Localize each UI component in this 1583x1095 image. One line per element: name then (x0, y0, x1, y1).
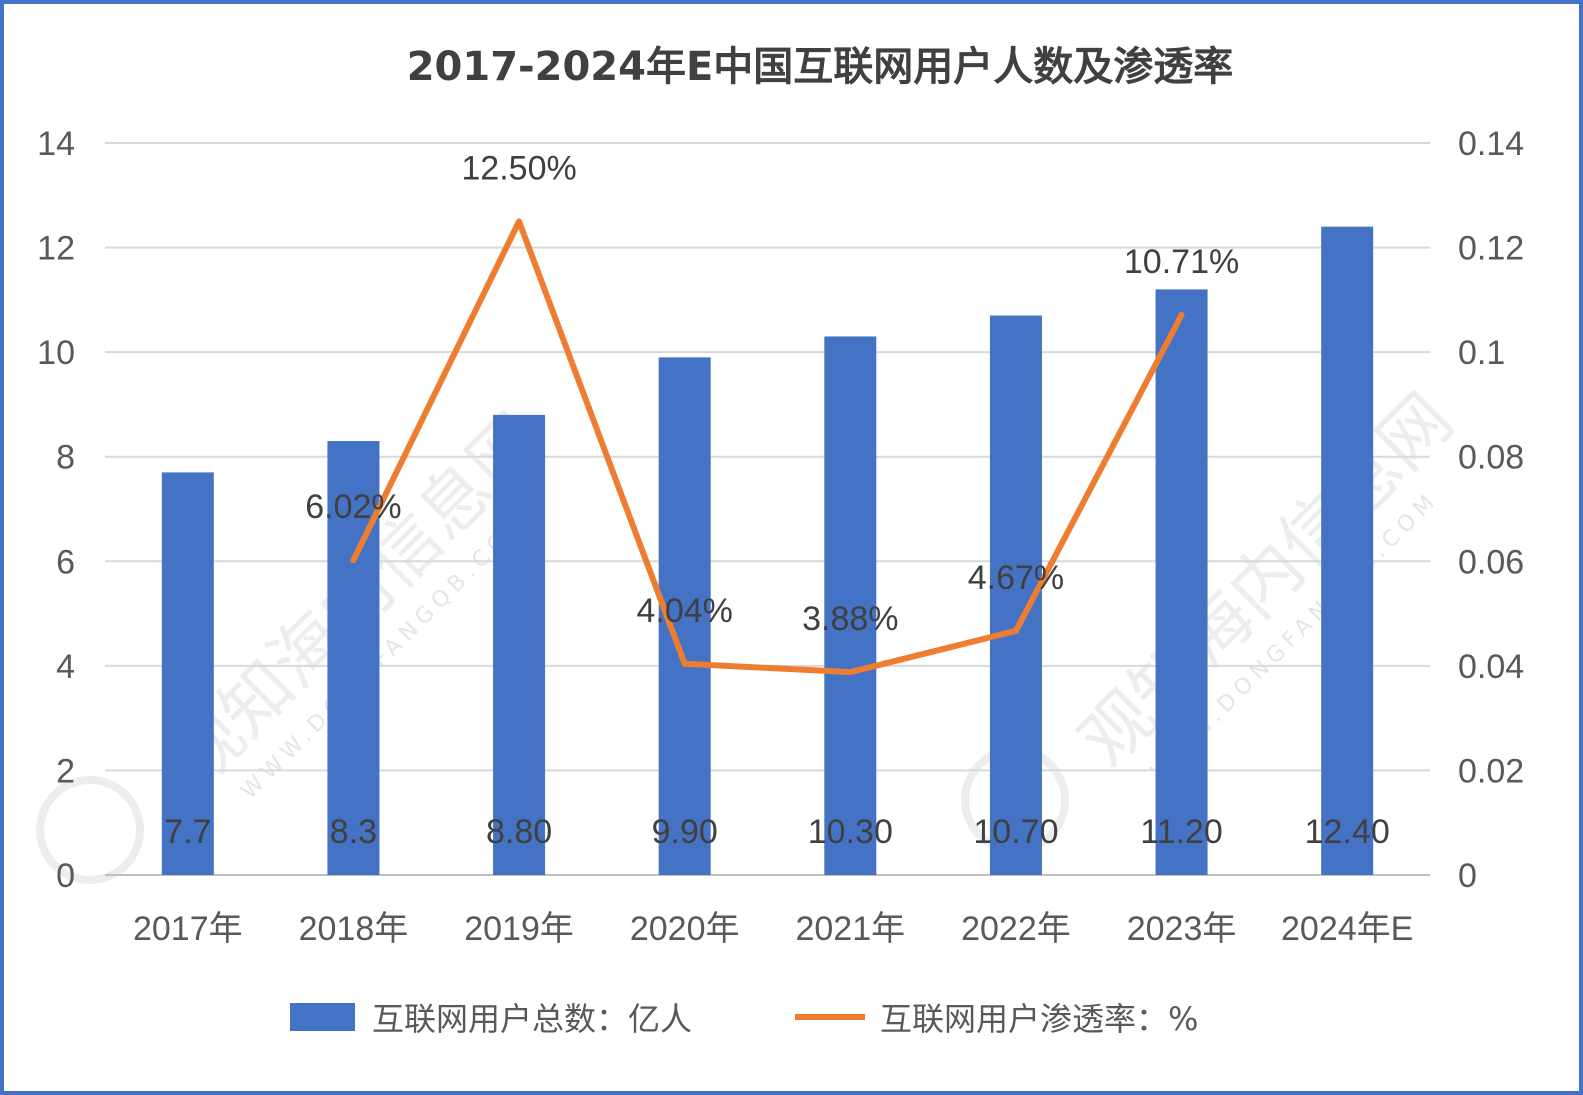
right-axis-ticks: 0 0.02 0.04 0.06 0.08 0.1 0.12 0.14 (1458, 125, 1524, 895)
gridlines (105, 142, 1430, 876)
line-series (350, 218, 1185, 676)
right-tick-label: 0.1 (1458, 334, 1505, 372)
left-tick-label: 0 (56, 857, 75, 895)
line-value-label: 3.88% (802, 600, 898, 638)
legend-bar-label: 互联网用户总数：亿人 (372, 1000, 692, 1038)
x-tick-label: 2024年E (1281, 910, 1413, 948)
bar-value-label: 8.80 (486, 813, 552, 851)
bar-value-label: 10.30 (808, 813, 893, 851)
bar (327, 441, 380, 875)
data-labels: 7.7 8.3 8.80 9.90 10.30 10.70 11.20 12.40 6.02% 1… (164, 149, 1390, 851)
left-tick-label: 14 (37, 125, 75, 163)
x-tick-label: 2019年 (464, 910, 574, 948)
bar (1321, 226, 1374, 875)
left-tick-label: 4 (56, 648, 75, 686)
x-tick-label: 2023年 (1127, 910, 1237, 948)
bar-value-label: 12.40 (1305, 813, 1390, 851)
x-tick-label: 2021年 (795, 910, 905, 948)
left-tick-label: 2 (56, 752, 75, 790)
line-value-label: 6.02% (305, 488, 401, 526)
bar (161, 472, 214, 875)
x-axis-ticks: 2017年 2018年 2019年 2020年 2021年 2022年 2023年 2024年… (133, 910, 1413, 948)
x-tick-label: 2022年 (961, 910, 1071, 948)
x-tick-label: 2017年 (133, 910, 243, 948)
left-tick-label: 8 (56, 439, 75, 477)
line-value-label: 4.67% (968, 559, 1064, 597)
line-value-label: 12.50% (461, 149, 576, 187)
watermark: 观知海内信息网 WWW.DONGFANGQB.COM 观知海内信息网 WWW.D… (36, 378, 1469, 884)
left-tick-label: 10 (37, 334, 75, 372)
right-tick-label: 0.08 (1458, 439, 1524, 477)
x-tick-label: 2020年 (630, 910, 740, 948)
x-tick-label: 2018年 (299, 910, 409, 948)
line-value-label: 4.04% (636, 592, 732, 630)
bar (824, 336, 877, 875)
bar (493, 414, 546, 875)
right-tick-label: 0.12 (1458, 230, 1524, 268)
bar-value-label: 9.90 (652, 813, 718, 851)
bar-value-label: 7.7 (164, 813, 211, 851)
bar-series (161, 226, 1374, 875)
line-value-label: 10.71% (1124, 243, 1239, 281)
left-axis-ticks: 0 2 4 6 8 10 12 14 (37, 125, 75, 895)
right-tick-label: 0 (1458, 857, 1477, 895)
bar-value-label: 10.70 (973, 813, 1058, 851)
bar (1155, 289, 1208, 875)
legend-line-label: 互联网用户渗透率：% (880, 1000, 1198, 1038)
svg-text:观知海内信息网: 观知海内信息网 (1064, 378, 1468, 782)
chart-title: 2017-2024年E中国互联网用户人数及渗透率 (407, 44, 1234, 90)
right-tick-label: 0.04 (1458, 648, 1524, 686)
bar-value-label: 11.20 (1140, 813, 1223, 851)
bar-value-label: 8.3 (330, 813, 377, 851)
right-tick-label: 0.06 (1458, 543, 1524, 581)
legend: 互联网用户总数：亿人 互联网用户渗透率：% (290, 1000, 1198, 1038)
right-tick-label: 0.14 (1458, 125, 1524, 163)
left-tick-label: 12 (37, 230, 75, 268)
left-tick-label: 6 (56, 543, 75, 581)
legend-bar-swatch (290, 1003, 355, 1031)
line-series-path (350, 218, 1185, 676)
right-tick-label: 0.02 (1458, 752, 1524, 790)
